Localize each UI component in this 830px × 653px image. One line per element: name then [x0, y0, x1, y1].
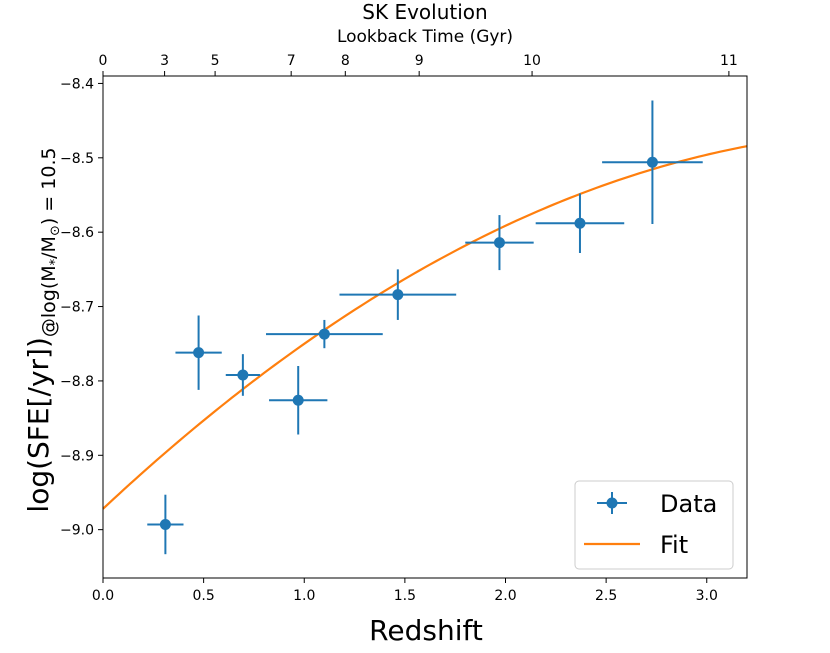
legend-data-label: Data — [660, 490, 717, 518]
data-point-marker — [646, 156, 658, 168]
y-tick-label: −8.4 — [60, 76, 94, 92]
data-point-marker — [318, 328, 330, 340]
y-axis-label-main: log(SFE[/yr]) — [22, 337, 55, 512]
y-axis-label-sun: ⊙ — [48, 225, 63, 236]
data-point-4 — [269, 366, 328, 435]
top-tick-label: 5 — [211, 53, 220, 69]
data-point-marker — [193, 347, 205, 359]
data-point-2 — [175, 315, 222, 390]
top-tick-label: 8 — [341, 53, 350, 69]
data-point-1 — [147, 494, 184, 555]
secondary-x-axis-label: Lookback Time (Gyr) — [337, 27, 513, 47]
data-point-6 — [339, 269, 457, 320]
x-tick-label: 3.0 — [696, 588, 718, 604]
plot-layer — [102, 100, 748, 555]
y-axis-label-subscript-3: ) = 10.5 — [38, 147, 60, 225]
data-point-marker — [392, 289, 404, 301]
top-tick-label: 11 — [720, 53, 738, 69]
y-tick-label: −9.0 — [60, 523, 94, 539]
plot-frame — [102, 75, 748, 579]
top-tick-label: 0 — [99, 53, 108, 69]
top-tick-label: 7 — [287, 53, 296, 69]
y-axis-label-subscript-2: /M — [38, 236, 60, 259]
data-point-marker — [237, 369, 249, 381]
chart-title: SK Evolution — [362, 0, 487, 24]
data-point-7 — [465, 215, 534, 271]
top-tick-label: 3 — [160, 53, 169, 69]
data-point-3 — [225, 354, 260, 396]
axes-layer: 0.0 0.5 1.0 1.5 2.0 2.5 3.0 −9.0 −8.9 −8.8 −8.7 −8.… — [60, 53, 748, 604]
y-axis-label-star: * — [48, 258, 63, 265]
x-tick-label: 1.0 — [293, 588, 315, 604]
legend: Data Fit — [574, 480, 734, 570]
y-tick-label: −8.8 — [60, 374, 94, 390]
x-tick-label: 0.0 — [92, 588, 114, 604]
y-axis-label-subscript: @log(M — [38, 265, 60, 337]
top-tick-label: 10 — [523, 53, 541, 69]
data-point-marker — [574, 217, 586, 229]
x-tick-label: 0.5 — [192, 588, 214, 604]
y-tick-label: −8.7 — [60, 300, 94, 316]
y-tick-label: −8.9 — [60, 448, 94, 464]
data-point-marker — [159, 518, 171, 530]
y-tick-label: −8.5 — [60, 151, 94, 167]
data-point-8 — [535, 193, 625, 254]
legend-data-marker — [606, 497, 618, 509]
x-tick-label: 1.5 — [394, 588, 416, 604]
data-point-9 — [602, 100, 703, 224]
y-axis-label: log(SFE[/yr])@log(M*/M⊙) = 10.5 — [22, 147, 63, 512]
fit-curve — [102, 145, 748, 510]
legend-fit-label: Fit — [660, 531, 688, 559]
data-point-marker — [292, 394, 304, 406]
x-tick-label: 2.0 — [494, 588, 516, 604]
y-tick-label: −8.6 — [60, 225, 94, 241]
data-point-marker — [493, 237, 505, 249]
x-axis-label: Redshift — [369, 614, 483, 647]
top-tick-label: 9 — [415, 53, 424, 69]
x-tick-label: 2.5 — [595, 588, 617, 604]
data-point-5 — [266, 319, 383, 349]
